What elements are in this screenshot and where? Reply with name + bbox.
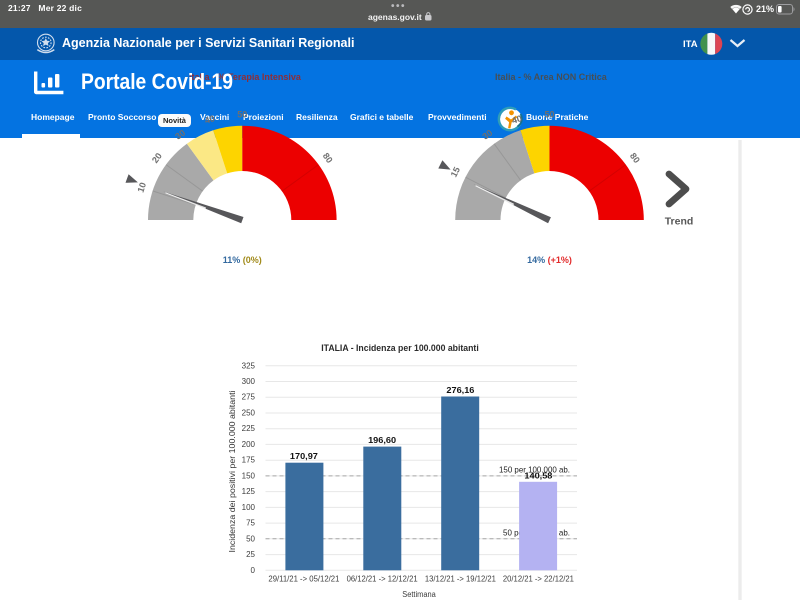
svg-text:50: 50 <box>237 109 247 119</box>
svg-text:125: 125 <box>242 487 256 496</box>
svg-text:Settimana: Settimana <box>402 590 436 599</box>
svg-text:276,16: 276,16 <box>446 386 475 395</box>
svg-text:10: 10 <box>136 181 149 194</box>
svg-text:11% (0%): 11% (0%) <box>223 255 262 265</box>
svg-text:300: 300 <box>242 377 256 386</box>
svg-text:75: 75 <box>246 519 255 528</box>
svg-text:20: 20 <box>150 151 164 165</box>
svg-text:275: 275 <box>242 393 256 402</box>
svg-text:50: 50 <box>544 109 554 119</box>
svg-text:40: 40 <box>511 113 524 126</box>
svg-text:100: 100 <box>242 503 256 512</box>
svg-text:325: 325 <box>242 361 256 370</box>
svg-text:140,58: 140,58 <box>524 472 553 481</box>
svg-text:150: 150 <box>242 471 256 480</box>
svg-text:200: 200 <box>242 440 256 449</box>
svg-text:196,60: 196,60 <box>368 436 397 445</box>
svg-text:80: 80 <box>321 151 335 165</box>
svg-text:40: 40 <box>203 113 216 126</box>
svg-text:14% (+1%): 14% (+1%) <box>527 255 572 265</box>
svg-text:25: 25 <box>246 550 255 559</box>
svg-text:Trend: Trend <box>665 216 694 228</box>
svg-text:06/12/21 -> 12/12/21: 06/12/21 -> 12/12/21 <box>347 575 419 584</box>
svg-text:30: 30 <box>173 128 187 142</box>
svg-text:80: 80 <box>628 151 642 165</box>
svg-text:29/11/21 -> 05/12/21: 29/11/21 -> 05/12/21 <box>268 575 340 584</box>
svg-text:Incidenza dei positivi per 100: Incidenza dei positivi per 100.000 abita… <box>227 390 237 552</box>
svg-text:15: 15 <box>449 165 462 178</box>
svg-text:225: 225 <box>242 424 256 433</box>
svg-text:ITALIA - Incidenza per 100.000: ITALIA - Incidenza per 100.000 abitanti <box>321 343 479 353</box>
svg-text:175: 175 <box>242 456 256 465</box>
svg-text:30: 30 <box>480 128 494 142</box>
svg-text:20/12/21 -> 22/12/21: 20/12/21 -> 22/12/21 <box>503 575 575 584</box>
svg-text:170,97: 170,97 <box>290 452 319 461</box>
svg-text:150 per 100.000 ab.: 150 per 100.000 ab. <box>499 465 570 475</box>
svg-text:50: 50 <box>246 534 255 543</box>
svg-text:250: 250 <box>242 409 256 418</box>
svg-text:13/12/21 -> 19/12/21: 13/12/21 -> 19/12/21 <box>425 575 497 584</box>
svg-text:0: 0 <box>251 566 256 575</box>
